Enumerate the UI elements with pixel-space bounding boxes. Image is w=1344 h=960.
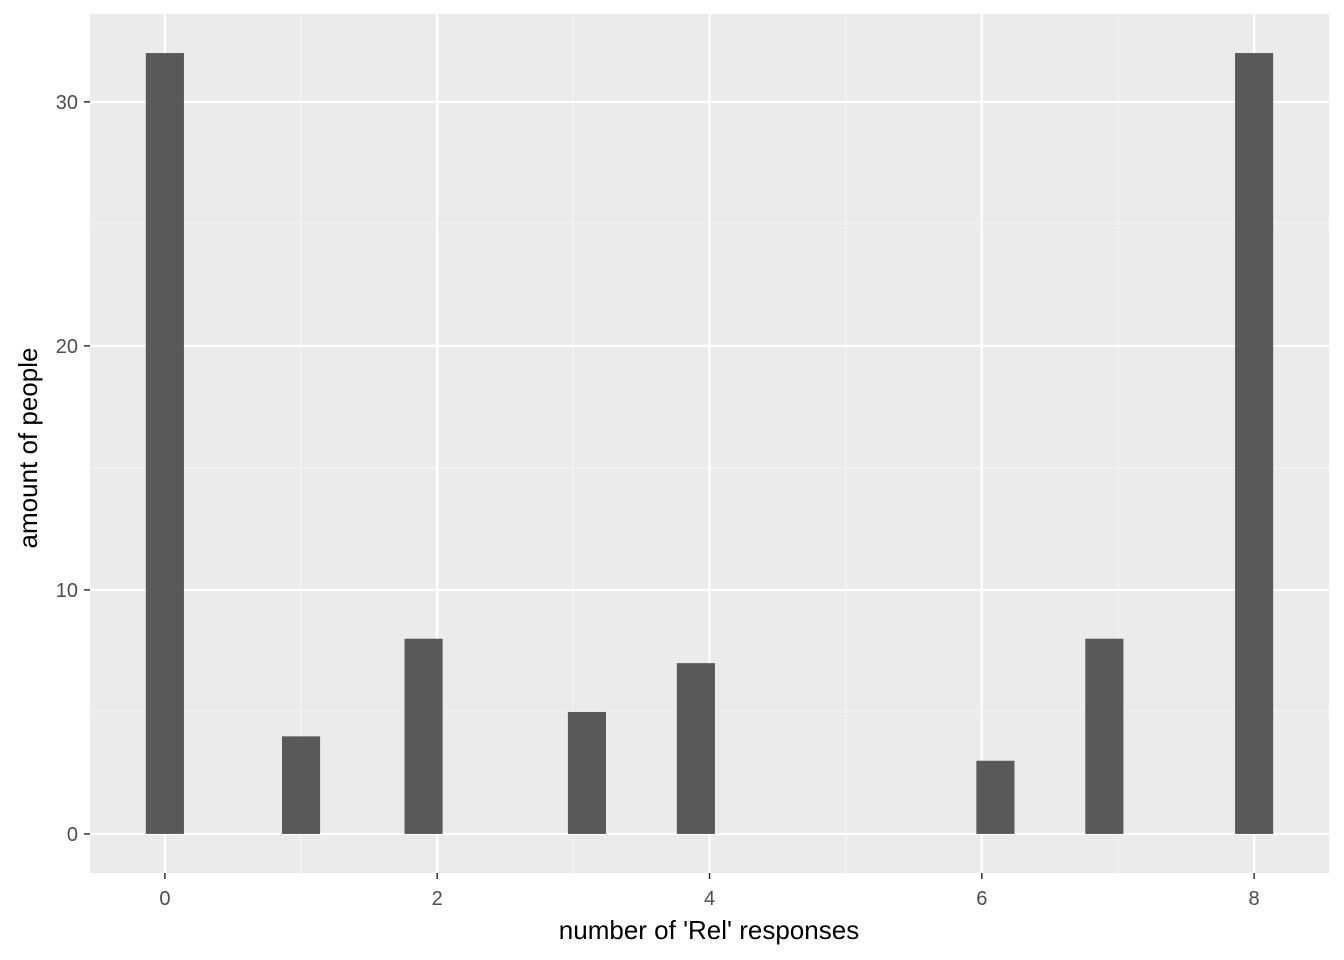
y-tick-label: 20 [56,336,78,358]
y-tick-label: 0 [67,824,78,846]
bars [145,53,1274,834]
y-axis-title: amount of people [13,348,43,549]
bar [676,663,715,834]
x-tick-label: 4 [704,888,715,910]
x-tick-label: 0 [159,888,170,910]
bar [145,53,184,834]
bar [281,736,321,834]
x-tick-label: 2 [432,888,443,910]
bar [567,711,607,834]
x-axis: 0 2 4 6 8 [159,873,1260,910]
x-tick-label: 6 [976,888,987,910]
bar [976,760,1015,834]
y-tick-label: 10 [56,580,78,602]
x-tick-label: 8 [1249,888,1260,910]
bar [1235,53,1274,834]
y-tick-label: 30 [56,92,78,114]
x-axis-title: number of 'Rel' responses [559,915,859,945]
bar [1085,638,1124,834]
bar [404,638,443,834]
y-axis: 0 10 20 30 [56,92,90,846]
